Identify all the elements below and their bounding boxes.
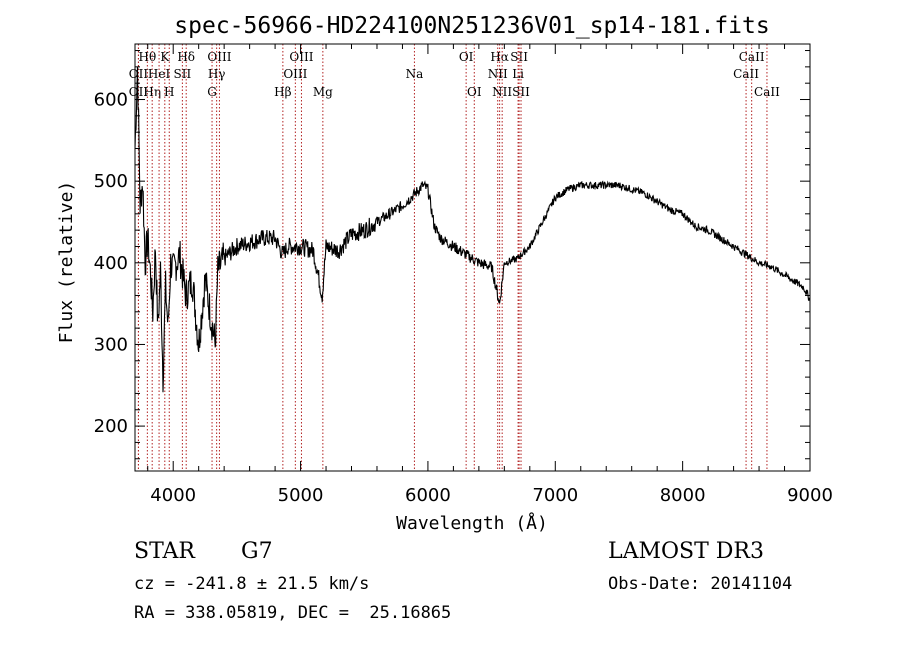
x-tick-label: 7000 [532,485,578,506]
spectral-line-label: OI [467,85,482,99]
spectral-line-label: OII [129,67,149,81]
redshift-value: cz = -241.8 ± 21.5 km/s [134,574,370,594]
spectral-line-label: SII [512,85,530,99]
spectral-line-label: OII [129,85,149,99]
spectral-line-label: OIII [283,67,307,81]
spectral-line-label: H [164,85,174,99]
spectral-line-label: Hα [490,50,509,64]
spectral-line-label: Li [512,67,524,81]
spectral-line-label: Hθ [139,50,157,64]
spectral-line-label: SII [174,67,192,81]
spectral-line-label: OIII [207,50,231,64]
spectral-line-label: SII [510,50,528,64]
spectral-line-label: CaII [733,67,759,81]
spectral-line-label: K [160,50,170,64]
x-tick-label: 4000 [150,485,196,506]
spectral-line-label: NII [492,85,512,99]
spectrum-series-line [135,66,810,393]
spectral-line-label: Na [406,67,424,81]
axes-layer: 4000 5000 6000 7000 8000 9000 200 300 400 500 600 [94,43,833,506]
spectral-line-label: HeI [148,67,171,81]
spectral-line-label: CaII [754,85,780,99]
ra-dec-value: RA = 338.05819, DEC = 25.16865 [134,603,452,623]
spectral-line-label: OI [459,50,474,64]
chart-title: spec-56966-HD224100N251236V01_sp14-181.f… [174,13,769,39]
spectral-line-label: CaII [739,50,765,64]
y-tick-label: 400 [94,253,128,274]
spectral-line-label: Hη [143,85,161,99]
spectral-line-label: Mg [313,85,333,99]
y-tick-label: 300 [94,334,128,355]
star-class: STAR [134,539,195,564]
series-layer [135,66,810,393]
x-tick-label: 9000 [787,485,833,506]
y-axis-label: Flux (relative) [56,181,77,344]
spectral-line-label: Hδ [177,50,195,64]
star-subclass: G7 [241,539,273,564]
spectral-line-label: Hγ [208,67,226,81]
plot-frame [134,43,811,472]
y-tick-label: 200 [94,416,128,437]
y-tick-label: 500 [94,171,128,192]
spectral-line-label: Hβ [274,85,291,99]
x-axis-label: Wavelength (Å) [396,512,548,534]
spectral-line-label: G [207,85,217,99]
spectral-line-label: OIII [289,50,313,64]
x-tick-label: 8000 [660,485,706,506]
spectral-line-label: NII [488,67,508,81]
x-tick-label: 5000 [278,485,324,506]
y-tick-label: 600 [94,90,128,111]
x-tick-label: 6000 [405,485,451,506]
obs-date: Obs-Date: 20141104 [608,574,793,594]
survey-name: LAMOST DR3 [608,539,764,564]
